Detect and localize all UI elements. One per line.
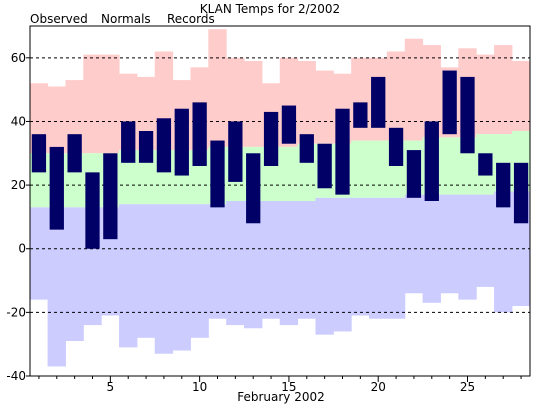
observed-bar-16 <box>299 134 314 163</box>
y-axis: -40 -20 0 20 40 60 <box>6 51 30 383</box>
observed-bar-20 <box>371 76 386 128</box>
record-high-band-21 <box>386 51 406 141</box>
record-low-band-25 <box>458 194 477 300</box>
x-tick-label-10: 10 <box>192 380 207 394</box>
observed-bar-18 <box>335 108 350 195</box>
record-low-band-3 <box>65 207 84 341</box>
record-low-band-17 <box>315 197 334 335</box>
record-high-band-5 <box>101 54 120 154</box>
record-high-band-11 <box>208 29 227 147</box>
record-low-band-27 <box>494 191 513 313</box>
x-tick-label-5: 5 <box>107 380 115 394</box>
observed-bars-layer <box>31 70 529 249</box>
observed-bar-10 <box>192 102 207 166</box>
observed-bar-3 <box>67 134 82 173</box>
record-high-band-4 <box>83 54 102 154</box>
record-low-band-2 <box>47 207 66 367</box>
record-low-band-8 <box>154 204 174 354</box>
y-tick-label-60: 60 <box>11 51 26 65</box>
observed-bar-21 <box>388 127 404 166</box>
record-high-band-16 <box>297 61 316 144</box>
observed-bar-19 <box>353 102 368 128</box>
record-low-band-22 <box>404 194 424 294</box>
observed-bar-12 <box>228 121 243 182</box>
record-high-band-2 <box>47 86 66 154</box>
observed-bar-22 <box>406 150 422 198</box>
record-low-band-16 <box>297 201 316 319</box>
observed-bar-26 <box>478 153 493 176</box>
y-tick-label-40: 40 <box>11 114 26 128</box>
record-high-band-23 <box>422 45 441 138</box>
record-low-band-18 <box>333 197 352 332</box>
x-tick-label-20: 20 <box>371 380 386 394</box>
record-low-band-24 <box>440 194 459 294</box>
observed-bar-24 <box>442 70 457 135</box>
record-high-band-17 <box>315 70 334 144</box>
observed-bar-5 <box>103 153 118 240</box>
observed-bar-11 <box>210 140 225 208</box>
normal-band-24 <box>440 137 459 195</box>
record-low-band-12 <box>226 201 245 326</box>
x-tick-label-25: 25 <box>460 380 475 394</box>
record-low-band-10 <box>190 204 209 338</box>
record-low-band-1 <box>29 207 49 300</box>
observed-bar-8 <box>156 118 172 173</box>
plot-frame <box>29 25 531 377</box>
normal-band-7 <box>136 150 156 205</box>
chart-title: KLAN Temps for 2/2002 <box>200 2 340 16</box>
y-tick-label--40: -40 <box>6 369 26 383</box>
y-tick-label-0: 0 <box>18 242 26 256</box>
record-low-band-13 <box>244 201 263 329</box>
record-high-band-28 <box>511 61 531 131</box>
observed-bar-1 <box>31 134 47 173</box>
observed-bar-17 <box>317 143 332 189</box>
observed-bar-15 <box>281 105 297 144</box>
record-high-band-19 <box>351 57 370 141</box>
observed-bar-9 <box>174 108 189 176</box>
record-high-band-27 <box>494 45 513 135</box>
observed-bar-13 <box>246 153 261 224</box>
x-tick-label-15: 15 <box>281 380 296 394</box>
observed-bar-2 <box>49 146 64 230</box>
x-axis-label: February 2002 <box>237 390 325 404</box>
record-low-band-23 <box>422 194 441 303</box>
normal-band-6 <box>119 150 138 205</box>
legend-normals: Normals <box>101 12 151 26</box>
record-low-band-14 <box>261 201 281 319</box>
legend-records: Records <box>167 12 215 26</box>
record-high-band-26 <box>476 54 495 135</box>
observed-bar-7 <box>138 131 154 163</box>
observed-bar-28 <box>513 162 529 224</box>
record-low-band-26 <box>476 194 495 287</box>
observed-bar-4 <box>85 172 100 249</box>
record-low-band-11 <box>208 204 227 319</box>
legend-observed: Observed <box>30 12 88 26</box>
record-low-band-15 <box>279 201 299 326</box>
normal-band-19 <box>351 140 370 198</box>
y-tick-label--20: -20 <box>6 305 26 319</box>
observed-bar-6 <box>121 121 136 163</box>
normal-band-20 <box>369 140 388 198</box>
normal-band-15 <box>279 146 299 201</box>
y-tick-label-20: 20 <box>11 178 26 192</box>
record-low-band-21 <box>386 197 406 319</box>
record-low-band-9 <box>172 204 191 351</box>
observed-bar-23 <box>424 121 439 201</box>
observed-bar-27 <box>496 162 511 208</box>
observed-bar-14 <box>263 111 279 166</box>
record-high-band-13 <box>244 61 263 147</box>
record-low-band-6 <box>119 204 138 348</box>
observed-bar-25 <box>460 76 475 154</box>
record-low-band-7 <box>136 204 156 338</box>
record-high-band-22 <box>404 38 424 141</box>
record-low-band-19 <box>351 197 370 316</box>
record-low-band-20 <box>369 197 388 319</box>
